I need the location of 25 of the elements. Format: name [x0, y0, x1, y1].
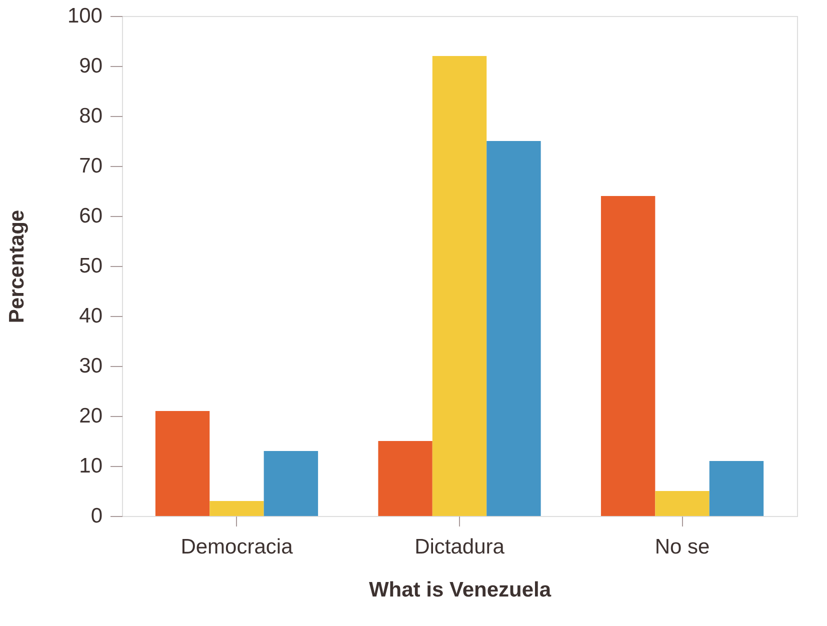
- y-axis-title: Percentage: [5, 210, 28, 324]
- bar: [378, 441, 432, 516]
- y-tick-label: 70: [79, 154, 102, 178]
- y-tick-label: 30: [79, 354, 102, 378]
- bar: [709, 461, 764, 516]
- bar: [655, 491, 710, 516]
- y-tick-label: 50: [79, 254, 102, 278]
- y-tick-label: 40: [79, 304, 102, 328]
- bar: [486, 141, 541, 516]
- x-axis-title: What is Venezuela: [368, 578, 552, 602]
- y-tick-label: 80: [79, 104, 102, 128]
- bar: [264, 451, 318, 516]
- y-tick-label: 100: [67, 4, 102, 28]
- bar: [600, 196, 656, 516]
- bar: [155, 411, 210, 516]
- x-tick-label: Democracia: [180, 536, 294, 558]
- bar: [210, 501, 264, 516]
- y-tick-label: 90: [79, 54, 102, 78]
- y-tick-label: 0: [90, 504, 102, 528]
- x-tick-label: Dictadura: [414, 536, 505, 558]
- bar: [432, 56, 487, 516]
- y-tick-label: 10: [79, 454, 102, 478]
- y-tick-label: 60: [79, 204, 102, 228]
- x-tick-label: No se: [654, 536, 710, 558]
- y-tick-label: 20: [79, 404, 102, 428]
